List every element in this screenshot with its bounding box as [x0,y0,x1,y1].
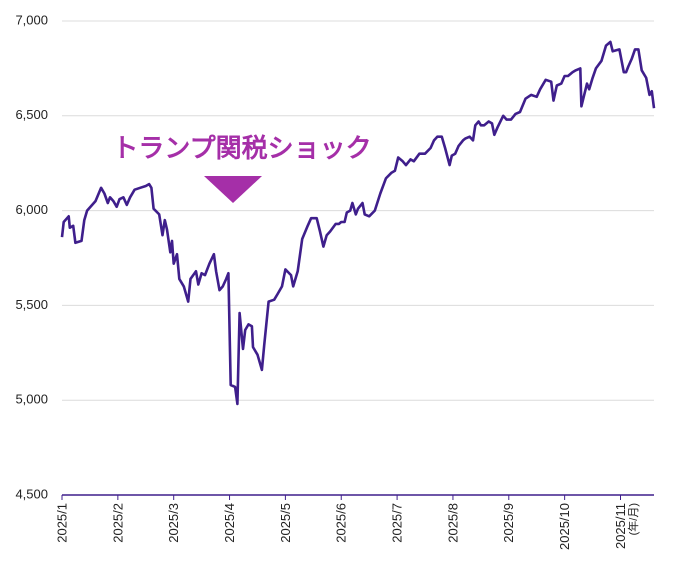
x-tick-label: 2025/8 [445,503,460,543]
y-tick-label: 4,500 [15,486,48,501]
annotation: トランプ関税ショック [112,133,371,163]
x-tick-label: 2025/5 [278,503,293,543]
y-tick-label: 6,000 [15,202,48,217]
x-tick-label: 2025/4 [222,503,237,543]
y-tick-label: 6,500 [15,107,48,122]
x-tick-label: 2025/7 [390,503,405,543]
x-tick-label: 2025/6 [334,503,349,543]
x-axis-label: (年/月) [626,503,640,535]
annotation-arrow [204,176,262,203]
y-tick-label: 5,500 [15,297,48,312]
x-tick-label: 2025/9 [501,503,516,543]
x-tick-label: 2025/1 [54,503,69,543]
y-tick-label: 7,000 [15,12,48,27]
x-tick-label: 2025/2 [110,503,125,543]
x-tick-label: 2025/10 [557,503,572,550]
price-line [60,40,656,406]
x-tick-label: 2025/11 [613,503,628,549]
y-tick-label: 5,000 [15,392,48,407]
x-tick-label: 2025/3 [166,503,181,543]
